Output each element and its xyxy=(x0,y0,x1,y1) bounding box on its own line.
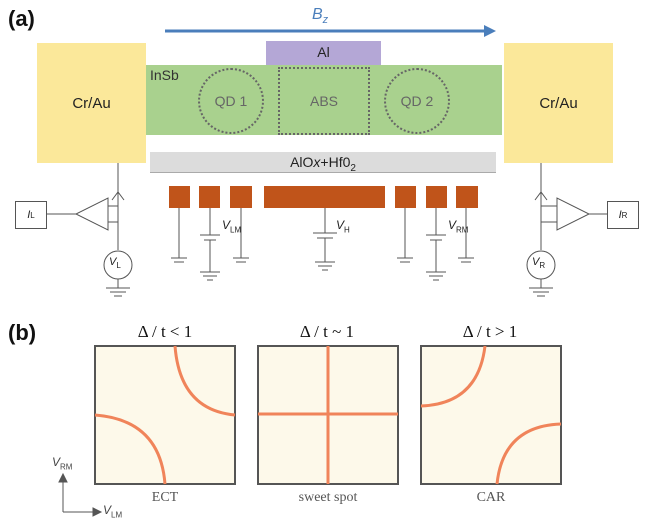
dielectric-rest: +Hf0 xyxy=(320,154,351,170)
car-curve-lower xyxy=(495,422,562,485)
al-layer: Al xyxy=(266,41,381,65)
gate-1 xyxy=(169,186,190,208)
bz-sym: B xyxy=(312,6,323,23)
left-voltage-label: VL xyxy=(109,256,121,270)
car-curve-upper xyxy=(420,345,487,408)
gate-3 xyxy=(230,186,252,208)
gate-4-helper xyxy=(264,186,385,208)
qd1-circle: QD 1 xyxy=(198,68,264,134)
vr-sym: V xyxy=(532,256,540,268)
bz-arrowhead xyxy=(484,25,496,37)
y-axis-sub: RM xyxy=(60,462,73,472)
ect-curve-upper xyxy=(173,345,236,417)
panel-b-label: (b) xyxy=(8,320,37,345)
il-sym: I xyxy=(27,209,31,221)
plot-car xyxy=(420,345,562,485)
vh-sym: V xyxy=(336,218,345,232)
plot-ect xyxy=(94,345,236,485)
vlm-sym: V xyxy=(222,218,231,232)
qd1-label: QD 1 xyxy=(214,93,248,109)
vlm-sub: LM xyxy=(230,225,242,235)
abs-label: ABS xyxy=(309,93,338,109)
plot-2-caption: sweet spot xyxy=(298,490,358,505)
insb-label: InSb xyxy=(150,67,179,83)
ect-curve-lower xyxy=(94,413,167,485)
insb-nanowire: InSb QD 1 ABS QD 2 xyxy=(146,65,502,135)
gate-5 xyxy=(395,186,416,208)
left-circuit xyxy=(46,163,133,297)
dielectric-sub: 2 xyxy=(350,162,356,174)
ir-sym: I xyxy=(618,209,622,221)
dielectric-main: AlO xyxy=(290,154,314,170)
gate-2 xyxy=(199,186,220,208)
al-label: Al xyxy=(317,44,330,60)
plot-1-caption: ECT xyxy=(151,490,179,505)
vl-sym: V xyxy=(109,256,117,268)
vrm-sub: RM xyxy=(456,225,469,235)
dielectric-layer: AlOx+Hf02 xyxy=(150,152,496,174)
bz-sub: z xyxy=(322,14,329,27)
x-axis-label: VLM xyxy=(103,503,122,519)
gate-7 xyxy=(456,186,478,208)
bz-label: Bz xyxy=(312,6,328,26)
vh-label: VH xyxy=(336,218,350,234)
vlm-label: VLM xyxy=(222,218,241,234)
abs-box: ABS xyxy=(278,67,370,135)
ir-sub: R xyxy=(621,210,628,220)
il-sub: L xyxy=(30,210,35,220)
x-axis-sub: LM xyxy=(111,510,123,520)
y-axis-label: VRM xyxy=(52,455,72,471)
x-axis-sym: V xyxy=(103,503,112,517)
dielectric-x: x xyxy=(313,154,321,170)
axis-indicator xyxy=(58,472,103,517)
vr-sub: R xyxy=(539,261,546,271)
plot-sweet-spot xyxy=(257,345,399,485)
vh-sub: H xyxy=(344,225,350,235)
qd2-label: QD 2 xyxy=(400,93,434,109)
vl-sub: L xyxy=(116,261,121,271)
panel-a-label: (a) xyxy=(8,6,35,31)
left-contact: Cr/Au xyxy=(37,43,146,163)
plot-2-title: Δ / t ~ 1 xyxy=(299,322,355,341)
vrm-sym: V xyxy=(448,218,457,232)
y-axis-sym: V xyxy=(52,455,61,469)
right-voltage-label: VR xyxy=(532,256,545,270)
right-circuit xyxy=(526,163,607,297)
qd2-circle: QD 2 xyxy=(384,68,450,134)
plot-3-caption: CAR xyxy=(476,490,506,505)
right-contact: Cr/Au xyxy=(504,43,613,163)
vrm-label: VRM xyxy=(448,218,468,234)
gate-wiring xyxy=(171,208,474,281)
plot-1-title: Δ / t < 1 xyxy=(137,322,193,341)
gate-6 xyxy=(426,186,447,208)
plot-3-title: Δ / t > 1 xyxy=(462,322,518,341)
